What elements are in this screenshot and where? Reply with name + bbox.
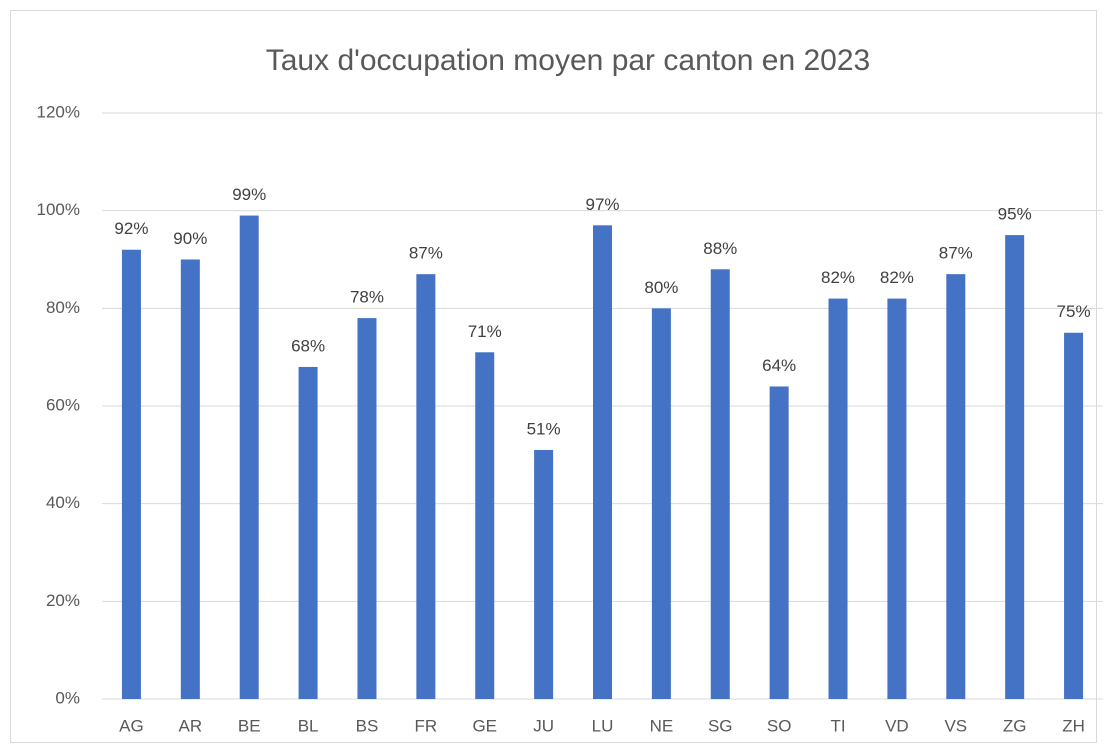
y-tick-label: 40% (46, 493, 80, 512)
data-label: 97% (585, 195, 619, 214)
data-label: 80% (644, 278, 678, 297)
x-tick-label: BL (298, 716, 319, 735)
x-tick-label: TI (830, 716, 845, 735)
bar (887, 298, 907, 699)
x-tick-label: VD (885, 716, 909, 735)
data-label: 90% (173, 229, 207, 248)
bar (828, 298, 848, 699)
data-label: 51% (527, 419, 561, 438)
x-tick-label: JU (533, 716, 554, 735)
x-tick-label: BS (356, 716, 379, 735)
bar (475, 352, 495, 699)
x-tick-label: LU (592, 716, 614, 735)
bar (121, 249, 141, 699)
bar (946, 274, 966, 699)
bar (651, 308, 671, 699)
data-label: 75% (1057, 302, 1091, 321)
data-label: 82% (880, 268, 914, 287)
data-label: 71% (468, 322, 502, 341)
x-tick-label: FR (415, 716, 438, 735)
y-tick-label: 120% (37, 102, 80, 121)
data-label: 78% (350, 288, 384, 307)
data-label: 88% (703, 239, 737, 258)
bar (180, 259, 200, 699)
data-label: 87% (939, 244, 973, 263)
x-tick-label: NE (650, 716, 674, 735)
bar (357, 318, 377, 699)
x-tick-label: SG (708, 716, 733, 735)
x-tick-label: BE (238, 716, 261, 735)
x-tick-label: AR (179, 716, 203, 735)
y-tick-label: 100% (37, 200, 80, 219)
bar (416, 274, 436, 699)
x-tick-label: VS (944, 716, 967, 735)
y-tick-label: 60% (46, 395, 80, 414)
data-label: 68% (291, 336, 325, 355)
chart-title: Taux d'occupation moyen par canton en 20… (266, 44, 870, 77)
data-label: 64% (762, 356, 796, 375)
bar (239, 215, 259, 700)
x-tick-label: ZH (1062, 716, 1085, 735)
bar (769, 386, 789, 699)
data-label: 87% (409, 244, 443, 263)
data-label: 95% (998, 205, 1032, 224)
y-tick-label: 0% (55, 688, 80, 707)
data-label: 99% (232, 185, 266, 204)
data-label: 82% (821, 268, 855, 287)
x-tick-label: SO (767, 716, 792, 735)
x-tick-label: GE (472, 716, 497, 735)
bar (710, 269, 730, 699)
bar (298, 366, 318, 699)
bar (534, 449, 554, 699)
data-label: 92% (114, 219, 148, 238)
y-tick-label: 80% (46, 298, 80, 317)
y-tick-label: 20% (46, 591, 80, 610)
x-tick-label: AG (119, 716, 144, 735)
x-tick-label: ZG (1003, 716, 1027, 735)
chart-border (10, 10, 1097, 743)
bar (1064, 332, 1084, 699)
bar (593, 225, 612, 700)
bar (1005, 235, 1025, 700)
